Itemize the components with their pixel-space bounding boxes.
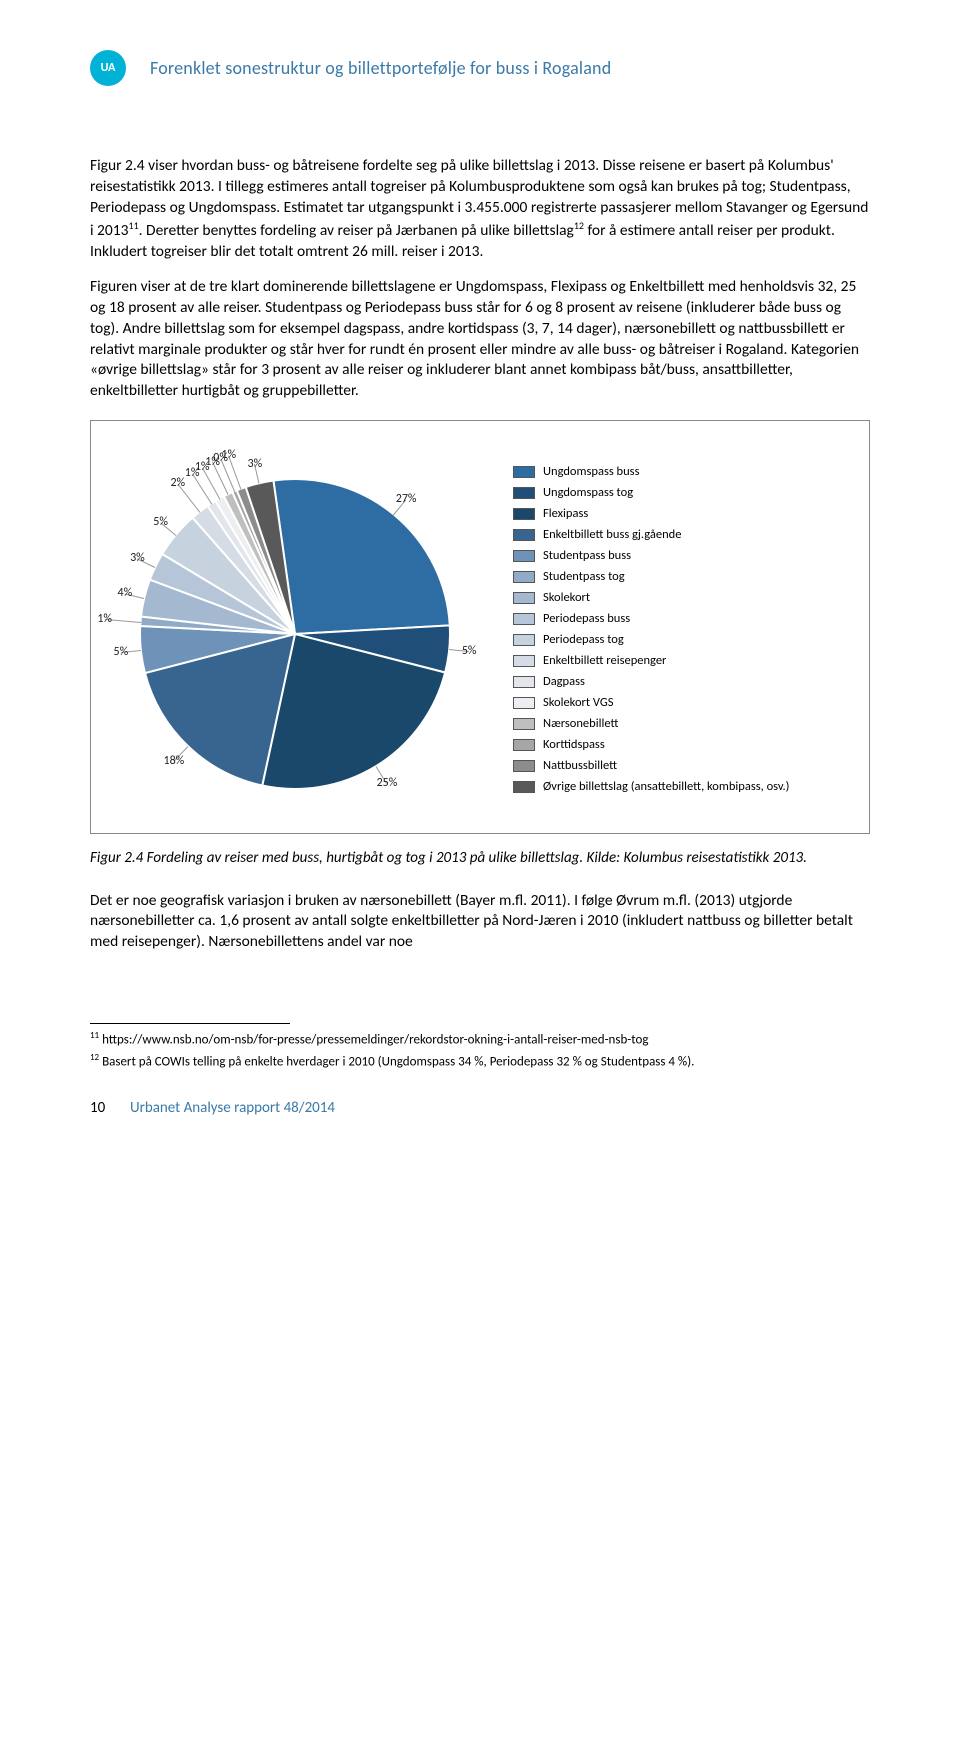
legend-item: Studentpass tog — [513, 569, 789, 584]
legend-item: Periodepass tog — [513, 632, 789, 647]
footnote-11: 11 https://www.nsb.no/om-nsb/for-presse/… — [90, 1030, 870, 1049]
footnote-12-text: Basert på COWIs telling på enkelte hverd… — [99, 1054, 694, 1069]
legend-label: Studentpass tog — [543, 569, 625, 584]
legend-label: Skolekort VGS — [543, 695, 613, 710]
pie-slice-label: 1% — [221, 448, 236, 462]
footnote-12: 12 Basert på COWIs telling på enkelte hv… — [90, 1052, 870, 1071]
legend-label: Studentpass buss — [543, 548, 631, 563]
pie-slice-label: 3% — [130, 551, 145, 565]
legend-item: Flexipass — [513, 506, 789, 521]
legend-swatch — [513, 760, 535, 772]
legend-item: Nærsonebillett — [513, 716, 789, 731]
legend-item: Periodepass buss — [513, 611, 789, 626]
footnote-12-num: 12 — [90, 1052, 99, 1063]
legend-item: Skolekort VGS — [513, 695, 789, 710]
legend-swatch — [513, 466, 535, 478]
report-id: Urbanet Analyse rapport 48/2014 — [130, 1099, 335, 1117]
page-header: UA Forenklet sonestruktur og billettport… — [90, 50, 870, 86]
legend-item: Enkeltbillett reisepenger — [513, 653, 789, 668]
legend-label: Flexipass — [543, 506, 588, 521]
legend-swatch — [513, 655, 535, 667]
legend-item: Studentpass buss — [513, 548, 789, 563]
legend-label: Enkeltbillett buss gj.gående — [543, 527, 681, 542]
pie-slice-label: 5% — [462, 644, 477, 658]
legend-label: Ungdomspass tog — [543, 485, 633, 500]
paragraph-2: Figuren viser at de tre klart dominerend… — [90, 277, 870, 403]
page-number: 10 — [90, 1099, 130, 1117]
legend-swatch — [513, 529, 535, 541]
pie-slice-label: 25% — [377, 776, 398, 790]
legend-item: Øvrige billettslag (ansattebillett, komb… — [513, 779, 789, 794]
legend-item: Ungdomspass tog — [513, 485, 789, 500]
legend-item: Korttidspass — [513, 737, 789, 752]
footnote-11-num: 11 — [90, 1030, 99, 1041]
legend-label: Ungdomspass buss — [543, 464, 639, 479]
legend-swatch — [513, 613, 535, 625]
p1-sup2: 12 — [574, 219, 584, 232]
legend-item: Enkeltbillett buss gj.gående — [513, 527, 789, 542]
legend-swatch — [513, 718, 535, 730]
legend-item: Ungdomspass buss — [513, 464, 789, 479]
legend-label: Nattbussbillett — [543, 758, 617, 773]
pie-slice-label: 27% — [396, 492, 417, 506]
legend-swatch — [513, 487, 535, 499]
body-text: Figur 2.4 viser hvordan buss- og båtreis… — [90, 156, 870, 402]
legend-swatch — [513, 550, 535, 562]
legend-label: Skolekort — [543, 590, 590, 605]
legend-label: Øvrige billettslag (ansattebillett, komb… — [543, 779, 789, 794]
paragraph-3: Det er noe geografisk variasjon i bruken… — [90, 891, 870, 954]
p1-sup1: 11 — [129, 219, 139, 232]
pie-slice-label: 2% — [170, 476, 185, 490]
figure-pie-chart: 27%5%25%18%5%1%4%3%5%2%1%1%1%0%1%3% Ungd… — [90, 420, 870, 834]
legend-swatch — [513, 634, 535, 646]
page-footer: 10 Urbanet Analyse rapport 48/2014 — [90, 1099, 870, 1117]
pie-slice-label: 5% — [114, 645, 129, 659]
pie-slice-label: 4% — [118, 586, 133, 600]
figure-caption: Figur 2.4 Fordeling av reiser med buss, … — [90, 848, 870, 868]
legend-label: Nærsonebillett — [543, 716, 618, 731]
legend-label: Enkeltbillett reisepenger — [543, 653, 666, 668]
legend-swatch — [513, 676, 535, 688]
pie-slice-label: 5% — [153, 515, 168, 529]
legend-label: Dagpass — [543, 674, 585, 689]
legend-swatch — [513, 781, 535, 793]
pie-slice — [273, 459, 450, 647]
ua-logo: UA — [90, 50, 126, 86]
legend-label: Periodepass tog — [543, 632, 624, 647]
legend-item: Dagpass — [513, 674, 789, 689]
pie-slice-label: 1% — [97, 612, 112, 626]
pie-legend: Ungdomspass buss Ungdomspass tog Flexipass… — [513, 464, 789, 794]
footnote-separator — [90, 1023, 290, 1024]
pie-chart: 27%5%25%18%5%1%4%3%5%2%1%1%1%0%1%3% — [105, 439, 485, 819]
footnote-11-text: https://www.nsb.no/om-nsb/for-presse/pre… — [99, 1033, 648, 1048]
legend-item: Skolekort — [513, 590, 789, 605]
legend-swatch — [513, 571, 535, 583]
legend-label: Periodepass buss — [543, 611, 630, 626]
legend-swatch — [513, 697, 535, 709]
paragraph-1: Figur 2.4 viser hvordan buss- og båtreis… — [90, 156, 870, 263]
header-title: Forenklet sonestruktur og billettportefø… — [150, 57, 611, 79]
pie-slice-label: 18% — [163, 754, 184, 768]
legend-swatch — [513, 739, 535, 751]
legend-swatch — [513, 508, 535, 520]
legend-item: Nattbussbillett — [513, 758, 789, 773]
legend-label: Korttidspass — [543, 737, 605, 752]
pie-slice-label: 3% — [247, 457, 262, 471]
p1-tail: . Deretter benyttes fordeling av reiser … — [139, 221, 574, 240]
legend-swatch — [513, 592, 535, 604]
